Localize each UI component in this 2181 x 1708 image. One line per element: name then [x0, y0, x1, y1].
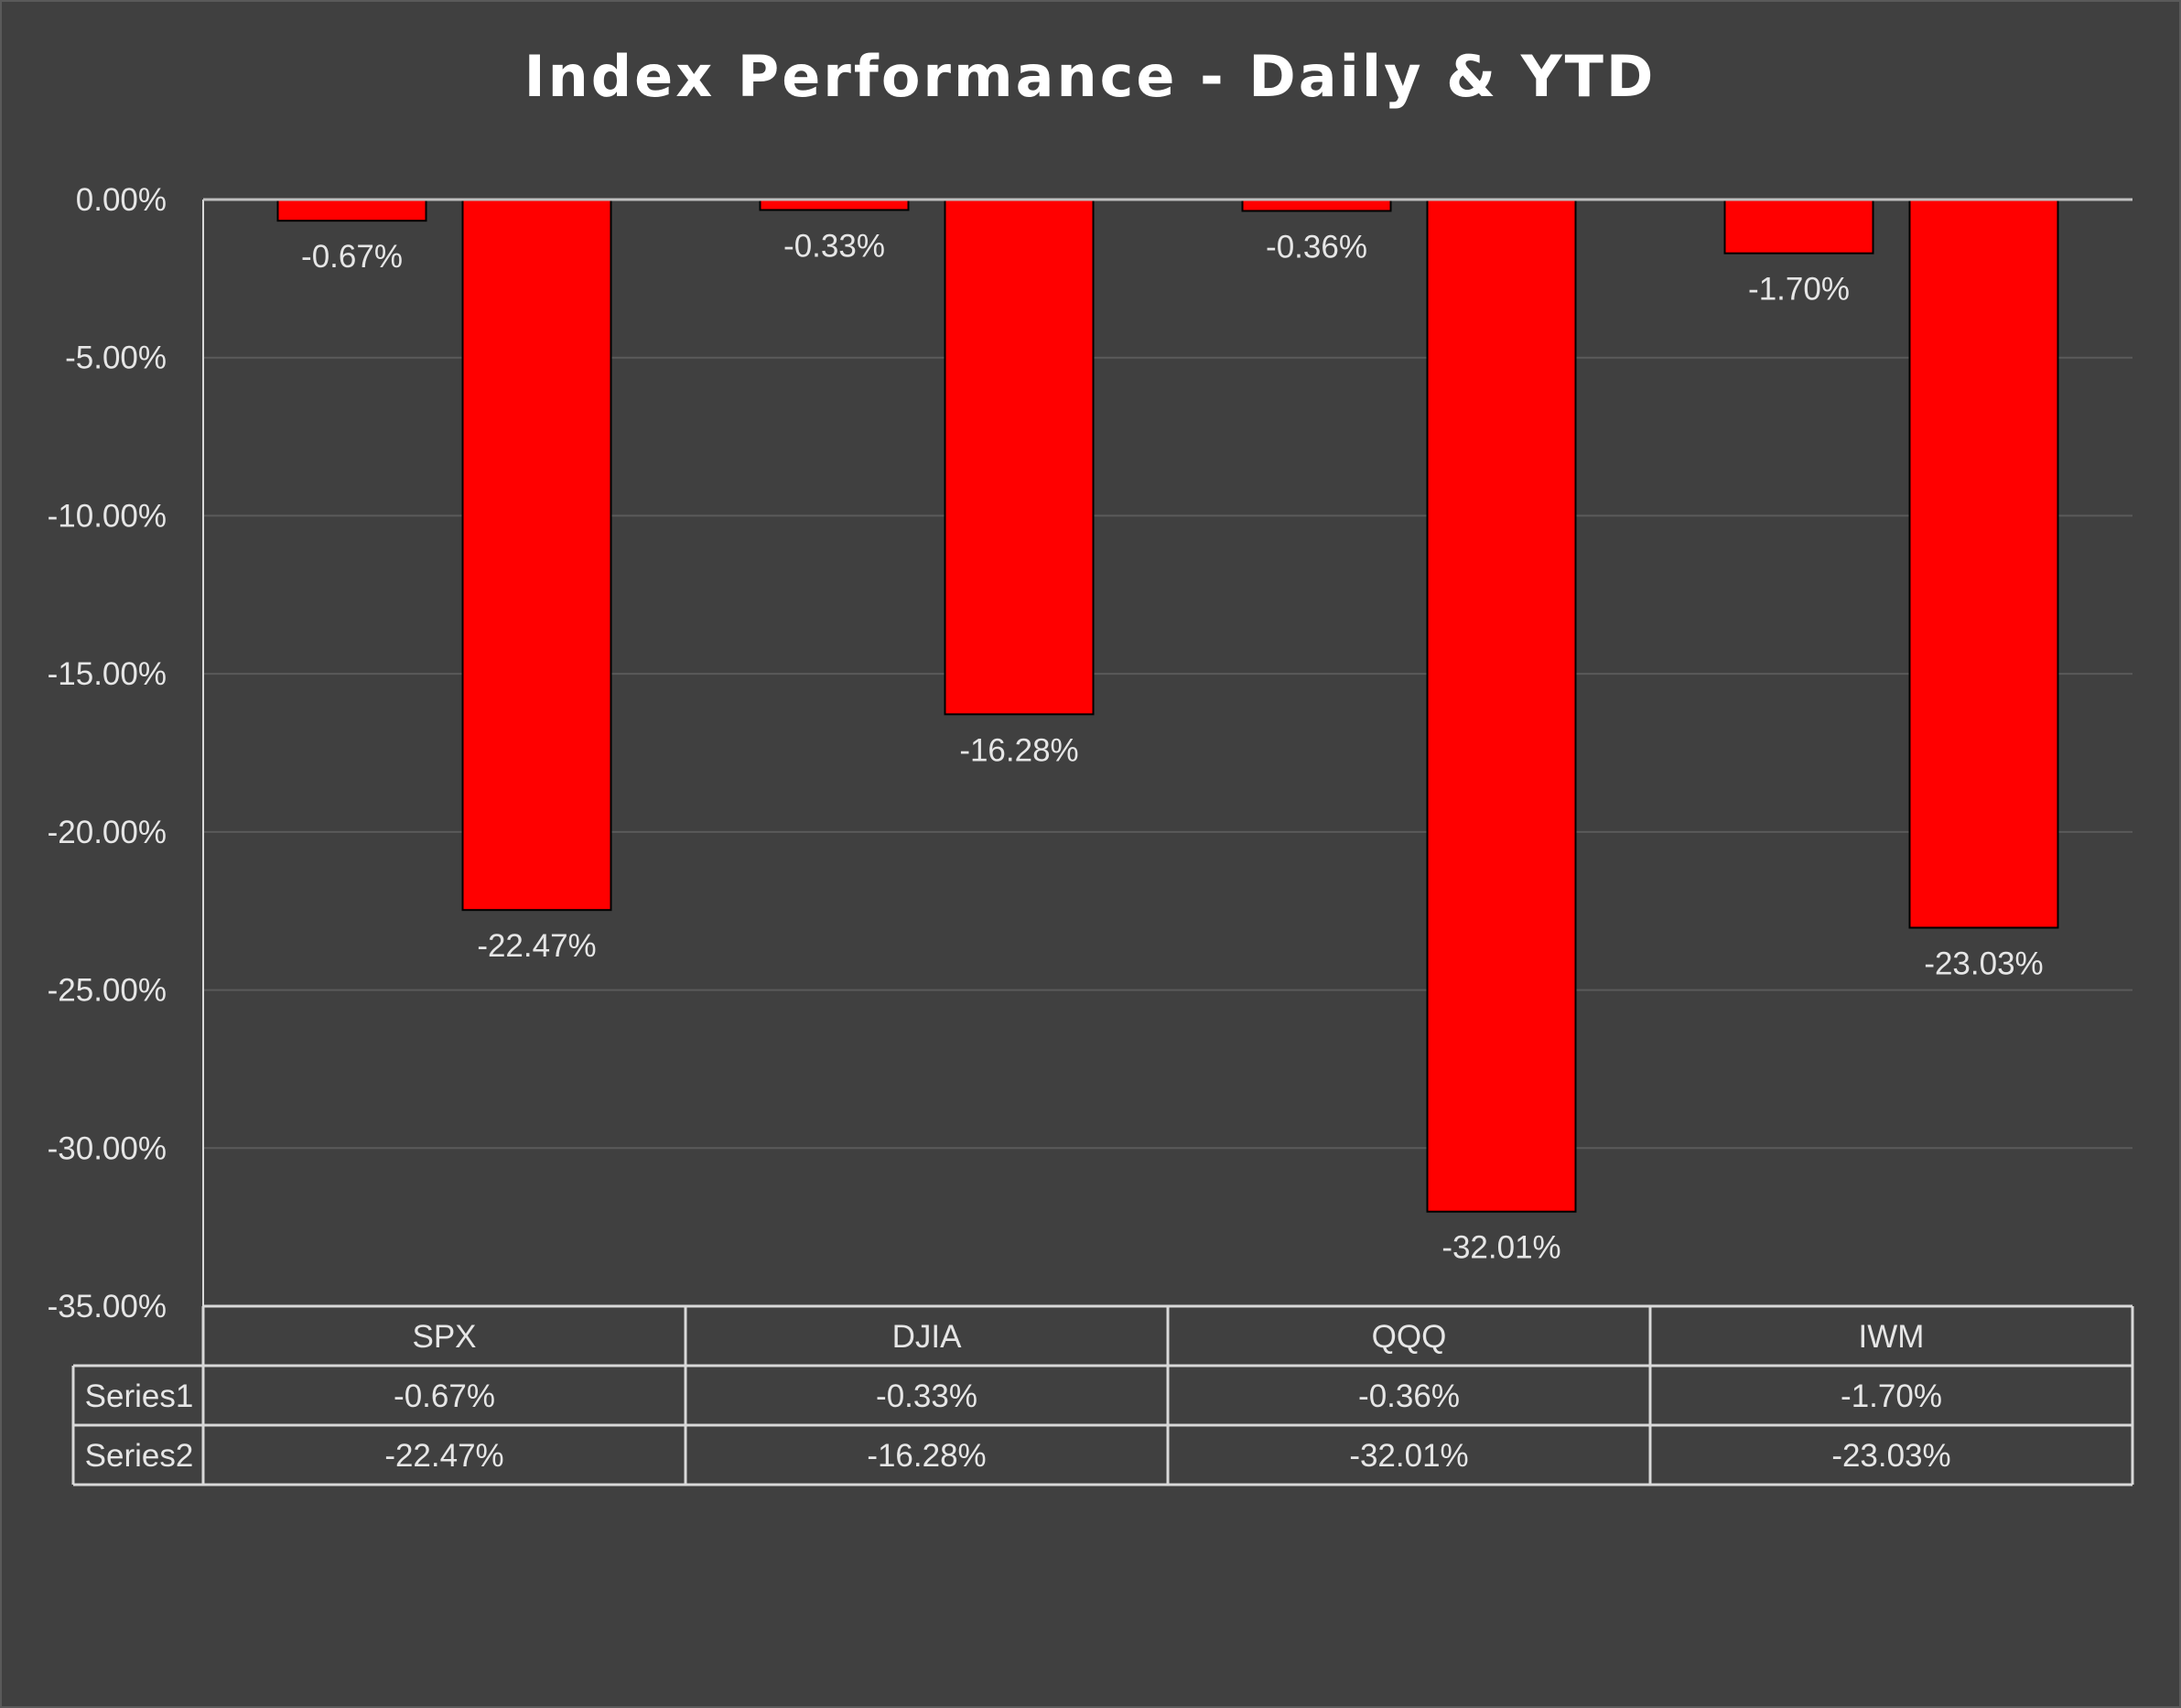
table-value: -23.03%	[1831, 1438, 1950, 1474]
series-name: Series1	[85, 1378, 194, 1414]
table-value: -16.28%	[867, 1438, 986, 1474]
table-value: -32.01%	[1349, 1438, 1468, 1474]
data-labels: -0.67% -22.47% -0.33% -16.28% -0.36% -32.01% -…	[301, 228, 2044, 1265]
y-tick-label: -30.00%	[48, 1130, 167, 1166]
data-label: -23.03%	[1924, 946, 2043, 982]
table-value: -22.47%	[384, 1438, 503, 1474]
chart-title: Index Performance - Daily & YTD	[524, 43, 1657, 110]
category-label: DJIA	[892, 1319, 963, 1355]
y-axis-ticks: 0.00% -5.00% -10.00% -15.00% -20.00% -25.00% -…	[48, 182, 167, 1324]
bar-series2-djia	[944, 199, 1095, 716]
y-tick-label: 0.00%	[76, 182, 167, 218]
y-tick-label: -25.00%	[48, 973, 167, 1009]
y-tick-label: -35.00%	[48, 1289, 167, 1324]
table-value: -0.36%	[1358, 1378, 1460, 1414]
bar-series2-qqq	[1426, 199, 1577, 1213]
data-label: -16.28%	[959, 732, 1078, 768]
bars	[276, 199, 2059, 1213]
data-label: -0.36%	[1266, 229, 1367, 265]
table-value: -0.33%	[876, 1378, 977, 1414]
category-label: IWM	[1859, 1319, 1925, 1355]
data-label: -0.33%	[783, 228, 885, 264]
series-name: Series2	[85, 1438, 194, 1474]
y-tick-label: -20.00%	[48, 815, 167, 850]
bar-series2-iwm	[1908, 199, 2059, 929]
bar-series1-djia	[759, 199, 910, 211]
table-value: -0.67%	[394, 1378, 495, 1414]
data-table: SPX DJIA QQQ IWM Series1 -0.67% -0.33% -0.36% -1…	[71, 1304, 2134, 1486]
bar-series1-iwm	[1723, 199, 1874, 254]
axes	[202, 198, 2132, 1306]
bar-series2-spx	[461, 199, 612, 912]
data-label: -1.70%	[1748, 272, 1850, 308]
category-label: QQQ	[1372, 1319, 1447, 1355]
y-tick-label: -15.00%	[48, 656, 167, 692]
data-label: -22.47%	[477, 928, 596, 964]
bar-series1-qqq	[1241, 199, 1392, 212]
data-label: -0.67%	[301, 239, 403, 275]
category-label: SPX	[412, 1319, 476, 1355]
table-value: -1.70%	[1841, 1378, 1942, 1414]
bar-series1-spx	[276, 199, 427, 222]
y-tick-label: -10.00%	[48, 498, 167, 534]
y-tick-label: -5.00%	[65, 341, 167, 376]
data-label: -32.01%	[1441, 1230, 1560, 1266]
